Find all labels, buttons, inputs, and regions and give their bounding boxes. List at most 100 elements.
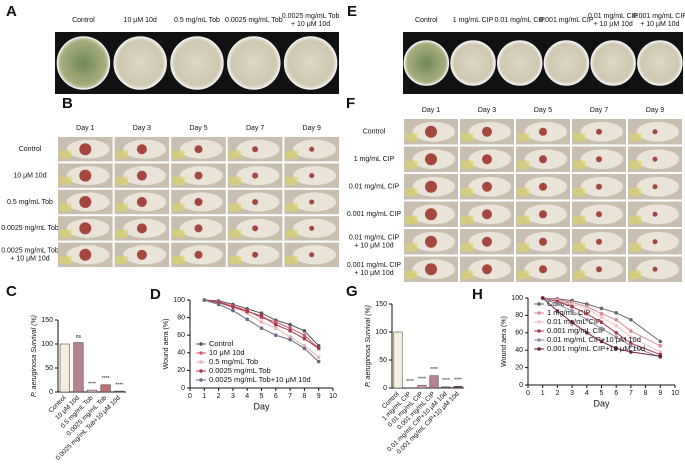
tape xyxy=(172,203,185,212)
bar xyxy=(86,389,98,393)
wound xyxy=(194,171,203,180)
data-point xyxy=(202,298,207,302)
y-tick-label: 0 xyxy=(181,385,185,392)
tape xyxy=(285,229,298,238)
plate-label: 1 mg/mL CIP xyxy=(453,17,494,24)
y-tick-label: 80 xyxy=(515,312,523,319)
data-point xyxy=(570,320,574,325)
tape xyxy=(59,150,72,159)
bar xyxy=(417,384,427,389)
tape xyxy=(59,256,72,265)
data-point xyxy=(629,317,633,322)
y-tick-label: 20 xyxy=(515,364,523,371)
wound xyxy=(652,129,658,135)
y-tick-label: 0 xyxy=(519,382,523,389)
tape xyxy=(629,270,642,279)
tape xyxy=(405,215,418,224)
x-axis-label: Day xyxy=(253,401,270,411)
wound xyxy=(79,196,92,208)
tape xyxy=(629,160,642,169)
wound xyxy=(252,172,259,179)
wound xyxy=(539,265,547,274)
mouse-body xyxy=(293,218,337,238)
data-point xyxy=(288,337,292,342)
plate-label: + 10 μM 10d xyxy=(640,21,679,28)
series-line xyxy=(542,297,661,358)
tape xyxy=(285,203,298,212)
data-point xyxy=(288,326,292,330)
x-tick-label: 4 xyxy=(585,390,589,397)
wound xyxy=(136,249,147,260)
data-point xyxy=(288,322,292,327)
tape xyxy=(405,160,418,169)
y-tick-label: 50 xyxy=(379,357,387,364)
wound xyxy=(252,146,259,153)
y-tick-label: 0 xyxy=(383,385,387,392)
x-tick-label: 3 xyxy=(231,393,235,400)
data-point xyxy=(658,350,663,354)
day-label: Day 1 xyxy=(422,107,440,114)
bar xyxy=(453,386,463,389)
plate-label: 0.001 mg/mL CIP xyxy=(539,17,594,24)
plate-label: 0.0025 mg/mL Tob xyxy=(282,13,340,20)
y-tick-label: 100 xyxy=(375,329,387,336)
tape xyxy=(573,188,586,197)
data-point xyxy=(614,331,618,335)
y-tick-label: 100 xyxy=(173,297,185,304)
row-label: Control xyxy=(19,146,42,153)
mouse-body xyxy=(636,121,680,142)
row-label: + 10 μM 10d xyxy=(10,256,49,263)
x-tick-label: 7 xyxy=(629,390,633,397)
data-point xyxy=(274,320,278,324)
data-point xyxy=(599,320,604,325)
petri-dish xyxy=(590,40,636,86)
data-point xyxy=(614,324,618,328)
mouse-body xyxy=(636,204,680,225)
y-tick-label: 40 xyxy=(177,350,185,357)
tape xyxy=(405,243,418,252)
legend-label: 0.001 mg/mL CIP+10 μM 10d xyxy=(547,344,645,353)
wound xyxy=(652,266,658,272)
data-point xyxy=(274,322,278,327)
row-label: 1 mg/mL CIP xyxy=(354,156,395,163)
x-tick-label: 10 xyxy=(329,393,337,400)
tape xyxy=(461,215,474,224)
legend-marker xyxy=(199,369,203,373)
tape xyxy=(115,150,129,159)
significance-label: ns xyxy=(76,334,82,340)
y-tick-label: 100 xyxy=(511,295,523,302)
plate-label: 0.01 mg/mL CIP xyxy=(588,13,639,20)
y-tick-label: 60 xyxy=(515,330,523,337)
series-line xyxy=(542,297,661,347)
x-tick-label: 10 xyxy=(671,390,679,397)
data-point xyxy=(570,304,574,309)
tape xyxy=(573,243,586,252)
tape xyxy=(172,176,185,185)
petri-dish xyxy=(403,40,450,86)
x-tick-label: 6 xyxy=(274,393,278,400)
data-point xyxy=(316,346,321,351)
plate-label: + 10 μM 10d xyxy=(291,21,330,28)
wound xyxy=(596,238,602,245)
tape xyxy=(59,176,72,185)
petri-dish xyxy=(56,36,111,90)
wound xyxy=(482,181,492,192)
plate-label: 0.0025 mg/mL Tob xyxy=(225,17,283,24)
x-tick-label: 5 xyxy=(260,393,264,400)
data-point xyxy=(570,302,574,306)
wound xyxy=(425,180,437,193)
row-label: + 10 μM 10d xyxy=(354,270,393,277)
tape xyxy=(228,176,242,185)
data-point xyxy=(316,343,321,348)
legend-marker xyxy=(199,378,203,382)
data-point xyxy=(599,311,604,316)
data-point xyxy=(585,311,589,316)
wound xyxy=(482,154,492,165)
wound xyxy=(539,127,547,136)
wound xyxy=(596,266,602,273)
tape xyxy=(517,215,530,224)
x-tick-label: 6 xyxy=(614,390,618,397)
tape xyxy=(573,270,586,279)
petri-dish xyxy=(497,40,543,86)
